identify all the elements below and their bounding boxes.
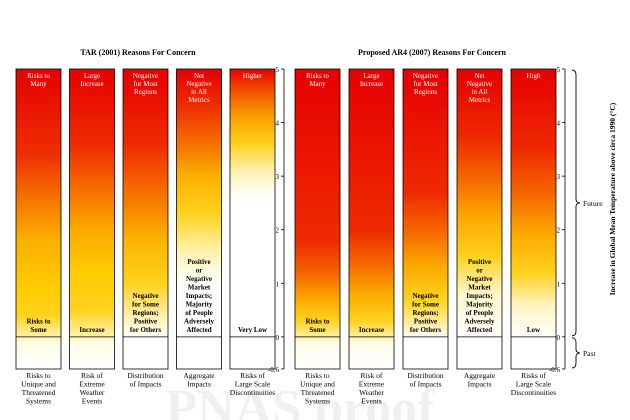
column-top-label: Large Increase xyxy=(360,72,383,88)
concern-bar xyxy=(15,68,62,370)
y-tick-label: 1 xyxy=(557,280,561,288)
column-bottom-label: Positive or Negative Market Impacts; Majority… xyxy=(465,258,495,334)
y-tick-label: 2 xyxy=(557,227,561,235)
y-tick-label: 2 xyxy=(276,227,280,235)
column-top-label: High xyxy=(527,72,542,80)
panel-title: TAR (2001) Reasons For Concern xyxy=(80,48,196,57)
chart-panel-1: TAR (2001) Reasons For Concern Risks to Ma… xyxy=(15,48,285,406)
y-tick-label: -0.6 xyxy=(268,366,280,374)
category-label: Risk of Extreme Weather Events xyxy=(359,371,385,406)
y-tick-label: 5 xyxy=(557,66,561,74)
future-label: Future xyxy=(583,199,603,208)
column-top-label: Net Negative in All Metrics xyxy=(186,72,211,104)
concern-bar xyxy=(294,68,341,370)
panel-title: Proposed AR4 (2007) Reasons For Concern xyxy=(358,48,506,57)
column-bottom-label: Low xyxy=(527,326,541,334)
concern-column: High Low Risks of Large Scale Discontinuitie… xyxy=(510,68,557,397)
y-tick-label: 3 xyxy=(276,173,280,181)
column-top-label: Negative for Most Regions xyxy=(413,72,438,96)
column-bottom-label: Increase xyxy=(79,326,104,334)
y-axis: -0.6 0 1 2 3 4 5 xyxy=(268,66,285,374)
concern-column: Negative for Most Regions Negative for Some R… xyxy=(402,68,449,389)
column-top-label: Risks to Many xyxy=(27,72,50,88)
temperature-axis-annotation: Future Past Increase in Global Mean Temper… xyxy=(571,69,617,369)
concern-bar xyxy=(69,68,115,370)
column-bottom-label: Positive or Negative Market Impacts; Majority… xyxy=(184,258,214,334)
column-bottom-label: Negative for Some Regions; Positive for Othe… xyxy=(410,292,441,334)
y-tick-label: 0 xyxy=(276,334,280,342)
category-label: Risks of Large Scale Discontinuities xyxy=(511,371,556,397)
concern-bar xyxy=(348,68,395,370)
concern-column: Higher Very Low Risks of Large Scale Discont… xyxy=(229,68,276,397)
column-bottom-label: Increase xyxy=(359,326,384,334)
watermark: PNAS proof xyxy=(165,380,435,420)
category-label: Distribution of Impacts xyxy=(127,371,164,389)
category-label: Aggregate Impacts xyxy=(183,371,215,389)
column-bottom-label: Risks to Some xyxy=(27,317,51,334)
concern-column: Net Negative in All Metrics Positive or Negati… xyxy=(456,68,503,389)
column-bottom-label: Negative for Some Regions; Positive for Othe… xyxy=(130,292,161,334)
concern-column: Risks to Many Risks to Some Risks to Unique a… xyxy=(294,68,341,406)
past-label: Past xyxy=(583,349,596,358)
column-top-label: Large Increase xyxy=(80,72,103,88)
concern-column: Net Negative in All Metrics Positive or Negati… xyxy=(176,68,222,389)
y-axis-title: Increase in Global Mean Temperature abov… xyxy=(608,102,617,295)
category-label: Distribution of Impacts xyxy=(407,371,444,389)
category-label: Risk of Extreme Weather Events xyxy=(79,371,105,406)
y-tick-label: 4 xyxy=(276,120,280,128)
column-bottom-label: Very Low xyxy=(238,326,268,334)
concern-bar xyxy=(402,68,449,370)
column-top-label: Risks to Many xyxy=(306,72,329,88)
y-tick-label: 4 xyxy=(557,120,561,128)
concern-bar xyxy=(456,68,503,370)
concern-column: Negative for Most Regions Negative for Some R… xyxy=(122,68,169,389)
column-top-label: Higher xyxy=(243,72,263,80)
y-tick-label: 3 xyxy=(557,173,561,181)
column-top-label: Negative for Most Regions xyxy=(133,72,158,96)
y-tick-label: 5 xyxy=(276,66,280,74)
chart-panel-2: Proposed AR4 (2007) Reasons For Concern R… xyxy=(294,48,566,406)
future-bracket xyxy=(571,69,581,337)
past-bracket xyxy=(571,337,581,369)
concern-column: Large Increase Increase Risk of Extreme Weath… xyxy=(69,68,115,406)
concern-column: Risks to Many Risks to Some Risks to Unique a… xyxy=(15,68,62,406)
y-tick-label: 1 xyxy=(276,280,280,288)
category-label: Risks to Unique and Threatened Systems xyxy=(300,371,335,406)
category-label: Risks of Large Scale Discontinuities xyxy=(230,371,275,397)
column-bottom-label: Risks to Some xyxy=(306,317,330,334)
concern-bar xyxy=(229,68,276,370)
concern-bar xyxy=(510,68,557,370)
concern-column: Large Increase Increase Risk of Extreme Weath… xyxy=(348,68,395,406)
concern-bar xyxy=(176,68,222,370)
y-tick-label: 0 xyxy=(557,334,561,342)
category-label: Risks to Unique and Threatened Systems xyxy=(21,371,56,406)
concern-bar xyxy=(122,68,169,370)
y-axis: -0.6 0 1 2 3 4 5 xyxy=(549,66,566,374)
y-tick-label: -0.6 xyxy=(549,366,561,374)
column-top-label: Net Negative in All Metrics xyxy=(467,72,492,104)
category-label: Aggregate Impacts xyxy=(464,371,496,389)
